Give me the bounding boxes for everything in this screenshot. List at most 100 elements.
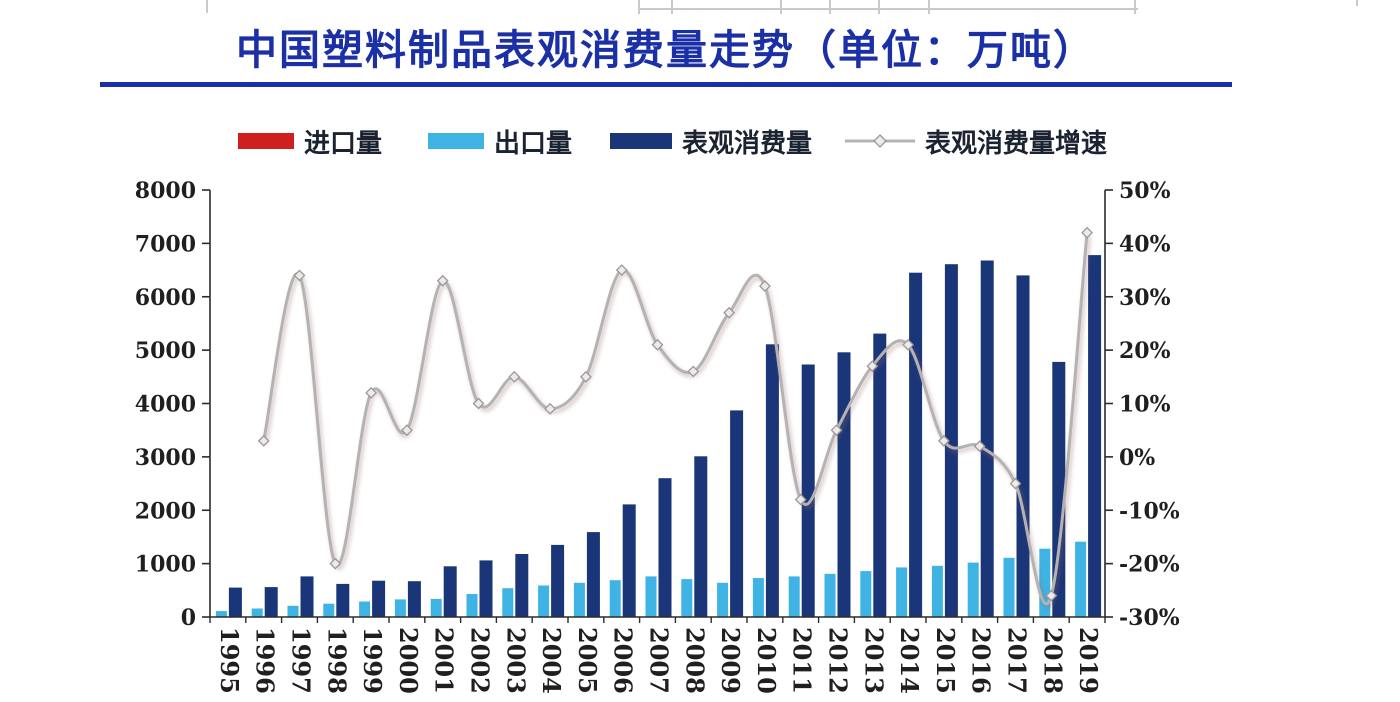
x-axis-label: 2010: [752, 627, 781, 694]
growth-marker: [866, 360, 879, 373]
x-axis-label: 1997: [287, 627, 316, 694]
legend-item-consumption: 表观消费量: [610, 126, 812, 159]
bar-export: [967, 562, 979, 617]
bar-consumption: [479, 560, 493, 617]
bar-export: [824, 573, 836, 617]
bar-consumption: [264, 587, 278, 617]
growth-marker: [544, 402, 557, 415]
right-axis-label: -30%: [1119, 605, 1180, 631]
bar-export: [609, 580, 621, 617]
bar-export: [752, 578, 764, 617]
bar-export: [896, 567, 908, 617]
bar-consumption: [1052, 361, 1066, 617]
bar-export: [573, 582, 585, 617]
bar-consumption: [443, 566, 457, 617]
x-axis-label: 2006: [609, 627, 638, 694]
right-axis-label: 0%: [1119, 445, 1155, 471]
x-axis-label: 2007: [645, 627, 674, 694]
growth-marker: [365, 386, 378, 399]
growth-marker: [472, 397, 485, 410]
left-axis-label: 1000: [135, 552, 196, 578]
page-edge-tick: [206, 0, 208, 13]
bar-export: [251, 608, 263, 617]
growth-marker: [1009, 477, 1022, 490]
growth-line: [262, 232, 1089, 606]
bar-consumption: [909, 272, 923, 617]
left-axis-label: 6000: [135, 285, 196, 311]
growth-marker: [758, 280, 771, 292]
bar-export: [430, 598, 442, 617]
bar-consumption: [801, 364, 815, 617]
x-axis-label: 2015: [931, 627, 960, 694]
x-axis-label: 2011: [788, 627, 817, 694]
bar-consumption: [873, 333, 887, 617]
import-swatch-icon: [238, 133, 294, 149]
x-axis-label: 2014: [895, 627, 924, 694]
page-edge-tick: [928, 0, 930, 14]
x-axis-label: 2004: [537, 627, 566, 694]
growth-marker: [293, 269, 306, 282]
x-axis-label: 2009: [716, 627, 745, 694]
left-axis-label: 8000: [135, 178, 196, 204]
growth-marker: [687, 365, 700, 378]
growth-marker: [1081, 226, 1094, 239]
chart-title: 中国塑料制品表观消费量走势（单位：万吨）: [236, 26, 1096, 74]
x-axis-label: 2017: [1003, 627, 1032, 694]
bar-consumption: [336, 583, 350, 617]
left-axis-label: 5000: [135, 338, 196, 364]
bar-export: [1003, 557, 1015, 617]
bar-consumption: [694, 456, 708, 617]
x-axis-label: 2018: [1038, 627, 1067, 694]
page-edge-tick: [1356, 0, 1358, 6]
x-axis-label: 2001: [430, 627, 459, 694]
growth-marker: [615, 264, 628, 276]
page-edge-tick: [671, 0, 673, 14]
right-axis-label: -10%: [1119, 498, 1180, 524]
x-axis-label: 1998: [322, 627, 351, 694]
bar-consumption: [551, 544, 565, 617]
left-axis-label: 7000: [135, 231, 196, 257]
bar-export: [681, 579, 693, 617]
left-axis-label: 0: [181, 605, 196, 631]
bar-export: [931, 565, 943, 617]
bar-export: [394, 599, 406, 617]
left-axis-label: 2000: [135, 498, 196, 524]
bar-export: [466, 594, 478, 617]
growth-marker: [651, 338, 664, 351]
x-axis-label: 2019: [1074, 627, 1103, 694]
bar-consumption: [765, 344, 779, 617]
x-axis-label: 2003: [501, 627, 530, 694]
x-axis-label: 1999: [358, 627, 387, 694]
bar-consumption: [300, 576, 314, 617]
bar-consumption: [622, 504, 636, 617]
left-axis-label: 4000: [135, 392, 196, 418]
bar-export: [359, 601, 371, 617]
growth-marker: [902, 338, 915, 351]
left-axis-label: 3000: [135, 445, 196, 471]
x-axis-label: 2005: [573, 627, 602, 694]
legend-label-export: 出口量: [494, 128, 573, 159]
page-edge-tick: [1134, 0, 1136, 14]
bar-export: [860, 571, 872, 617]
bar-export: [1039, 548, 1051, 617]
bar-consumption: [730, 410, 744, 617]
bar-consumption: [837, 352, 851, 617]
legend-label-growth: 表观消费量增速: [925, 128, 1108, 159]
title-underline: [100, 82, 1232, 87]
right-axis-label: -20%: [1119, 552, 1180, 578]
growth-marker: [1045, 589, 1058, 602]
bar-export: [717, 582, 729, 617]
growth-marker: [830, 424, 843, 437]
consumption-swatch-icon: [610, 133, 672, 149]
bar-consumption: [228, 587, 242, 617]
bar-consumption: [658, 478, 672, 617]
x-axis-label: 2008: [680, 627, 709, 694]
bar-consumption: [515, 554, 529, 617]
bar-consumption: [1088, 255, 1102, 617]
x-axis-label: 1995: [215, 627, 244, 694]
bar-consumption: [944, 264, 958, 617]
right-axis-label: 20%: [1119, 338, 1171, 364]
x-axis-label: 2013: [859, 627, 888, 694]
legend-item-import: 进口量: [238, 126, 382, 159]
